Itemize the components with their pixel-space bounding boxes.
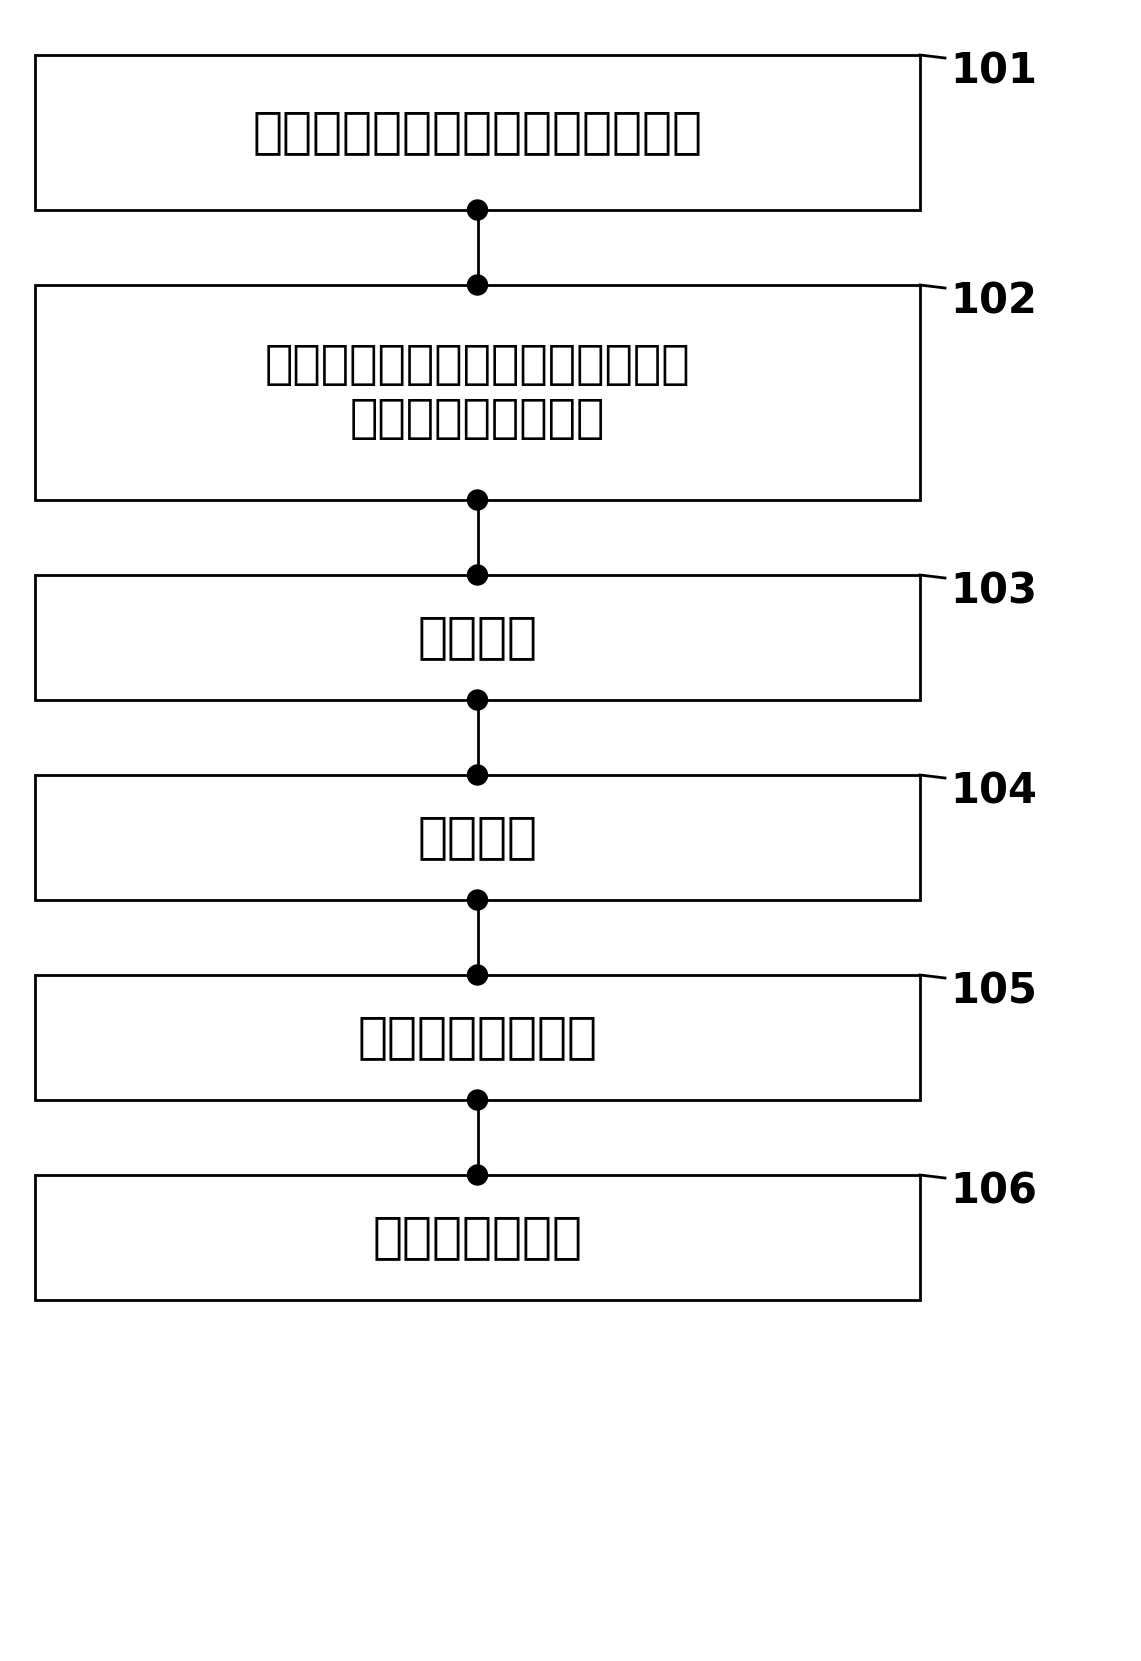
Bar bbox=[35, 575, 920, 699]
Text: 接收数据: 接收数据 bbox=[418, 814, 537, 862]
Circle shape bbox=[468, 766, 487, 786]
Circle shape bbox=[468, 565, 487, 585]
Text: 103: 103 bbox=[950, 570, 1037, 611]
Text: 104: 104 bbox=[950, 771, 1037, 812]
Text: 根据提取数据，获得具备循环时移: 根据提取数据，获得具备循环时移 bbox=[265, 342, 690, 387]
Bar bbox=[35, 975, 920, 1100]
Text: 105: 105 bbox=[950, 970, 1037, 1012]
Text: 提取频域原始参考信号和时移参数: 提取频域原始参考信号和时移参数 bbox=[252, 108, 703, 156]
Circle shape bbox=[468, 199, 487, 219]
Text: 101: 101 bbox=[950, 50, 1037, 91]
Text: 发送数据: 发送数据 bbox=[418, 613, 537, 661]
Text: 计算频偏估计值: 计算频偏估计值 bbox=[372, 1214, 583, 1261]
Bar bbox=[35, 55, 920, 209]
Bar bbox=[35, 776, 920, 900]
Circle shape bbox=[468, 1164, 487, 1184]
Bar bbox=[35, 286, 920, 500]
Circle shape bbox=[468, 965, 487, 985]
Text: 特性的时域参考信号: 特性的时域参考信号 bbox=[350, 397, 605, 442]
Circle shape bbox=[468, 490, 487, 510]
Text: 提取时移参考信号: 提取时移参考信号 bbox=[357, 1013, 598, 1061]
Circle shape bbox=[468, 276, 487, 296]
Text: 102: 102 bbox=[950, 281, 1037, 322]
Circle shape bbox=[468, 689, 487, 709]
Circle shape bbox=[468, 890, 487, 910]
Text: 106: 106 bbox=[950, 1169, 1037, 1213]
Circle shape bbox=[468, 1090, 487, 1110]
Bar bbox=[35, 1174, 920, 1301]
